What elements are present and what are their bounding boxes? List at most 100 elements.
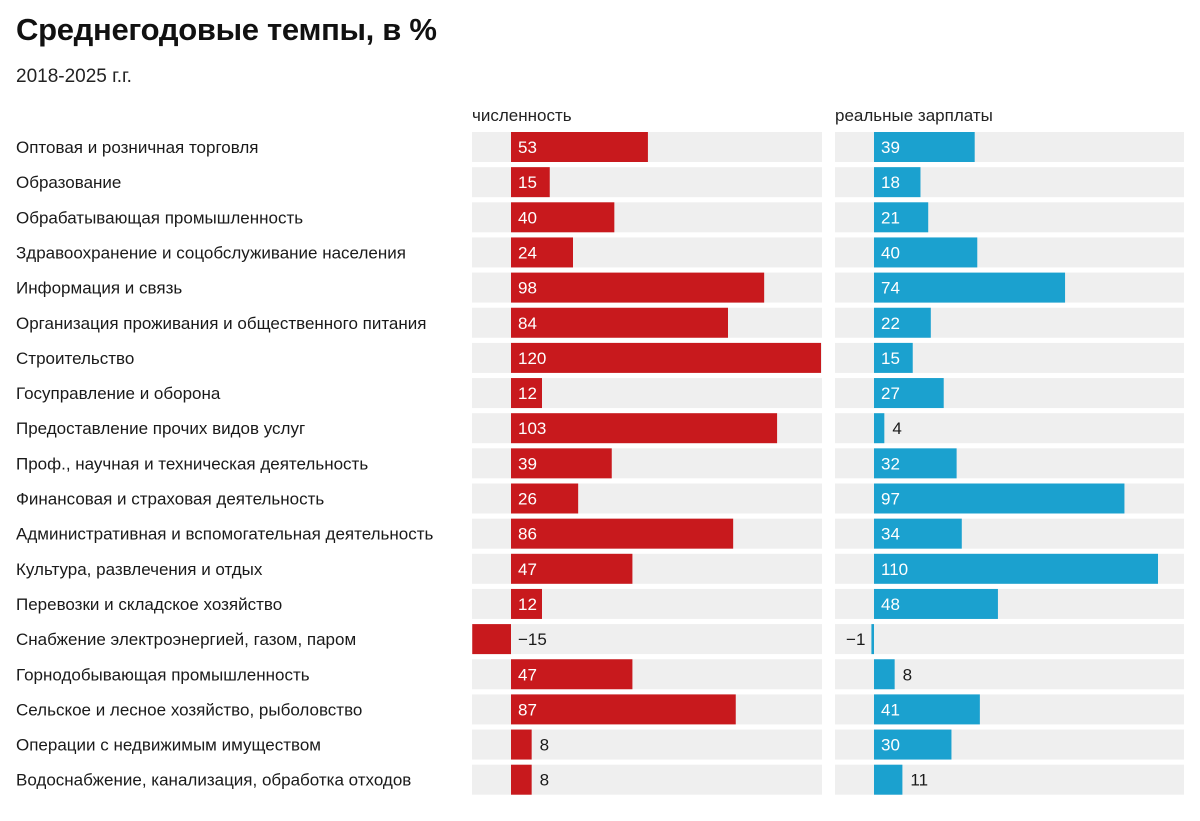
data-label: 39 [518, 454, 537, 473]
bar-headcount [511, 729, 532, 760]
category-label: Госуправление и оборона [16, 384, 221, 403]
category-label: Строительство [16, 349, 134, 368]
data-label: 103 [518, 419, 546, 438]
data-label: 84 [518, 314, 537, 333]
bar-headcount [511, 588, 542, 619]
bar-real-wages [874, 588, 998, 619]
bar-headcount [511, 132, 648, 162]
bar-real-wages [874, 167, 921, 198]
category-label: Образование [16, 173, 121, 192]
data-label: 12 [518, 595, 537, 614]
category-label: Оптовая и розничная торговля [16, 138, 259, 157]
bar-real-wages [871, 624, 874, 655]
bar-real-wages [874, 202, 929, 233]
data-label: 110 [881, 560, 908, 579]
data-label: −1 [846, 630, 865, 649]
data-label: 15 [518, 173, 537, 192]
bar-headcount [511, 237, 573, 268]
bar-headcount [472, 624, 511, 655]
bar-real-wages [874, 237, 978, 268]
category-label: Водоснабжение, канализация, обработка от… [16, 771, 411, 790]
bar-real-wages [874, 764, 903, 795]
data-label: 97 [881, 490, 900, 509]
bar-headcount [511, 448, 612, 479]
bar-real-wages [874, 378, 944, 409]
data-label: 24 [518, 243, 537, 262]
bar-real-wages [874, 729, 952, 760]
data-label: 30 [881, 736, 900, 755]
row-background [835, 624, 1184, 655]
data-label: 41 [881, 700, 900, 719]
category-label: Организация проживания и общественного п… [16, 314, 426, 333]
category-label: Операции с недвижимым имуществом [16, 736, 321, 755]
bar-headcount [511, 342, 821, 373]
bar-real-wages [874, 272, 1066, 303]
bar-headcount [511, 659, 633, 690]
data-label: 39 [881, 138, 900, 157]
category-label: Здравоохранение и соцобслуживание населе… [16, 243, 406, 262]
data-label: −15 [518, 630, 547, 649]
bar-headcount [511, 202, 615, 233]
category-label: Административная и вспомогательная деяте… [16, 525, 434, 544]
bar-headcount [511, 553, 633, 584]
data-label: 21 [881, 208, 900, 227]
category-label: Снабжение электроэнергией, газом, паром [16, 630, 356, 649]
data-label: 120 [518, 349, 546, 368]
category-label: Сельское и лесное хозяйство, рыболовство [16, 700, 362, 719]
bar-real-wages [874, 132, 975, 162]
bar-headcount [511, 272, 765, 303]
bar-headcount [511, 307, 728, 338]
data-label: 11 [910, 771, 928, 790]
data-label: 86 [518, 525, 537, 544]
category-label: Культура, развлечения и отдых [16, 560, 263, 579]
row-background [472, 624, 822, 655]
category-label: Предоставление прочих видов услуг [16, 419, 305, 438]
bar-real-wages [874, 659, 895, 690]
data-label: 12 [518, 384, 537, 403]
category-label: Проф., научная и техническая деятельност… [16, 454, 368, 473]
data-label: 22 [881, 314, 900, 333]
data-label: 8 [903, 665, 912, 684]
bar-real-wages [874, 518, 962, 549]
bar-headcount [511, 483, 579, 514]
series-header-real-wages: реальные зарплаты [835, 106, 993, 125]
bar-real-wages [874, 448, 957, 479]
bar-real-wages [874, 553, 1158, 584]
bar-headcount [511, 378, 542, 409]
data-label: 40 [518, 208, 537, 227]
data-label: 8 [540, 736, 549, 755]
bar-real-wages [874, 483, 1125, 514]
data-label: 8 [540, 771, 549, 790]
category-label: Обрабатывающая промышленность [16, 208, 303, 227]
category-label: Информация и связь [16, 279, 182, 298]
bar-headcount [511, 167, 550, 198]
data-label: 74 [881, 279, 900, 298]
data-label: 26 [518, 490, 537, 509]
chart-subtitle: 2018-2025 г.г. [16, 66, 132, 87]
data-label: 4 [892, 419, 901, 438]
data-label: 47 [518, 560, 537, 579]
category-label: Перевозки и складское хозяйство [16, 595, 282, 614]
data-label: 87 [518, 700, 537, 719]
bar-real-wages [874, 342, 913, 373]
data-label: 32 [881, 454, 900, 473]
data-label: 27 [881, 384, 900, 403]
bar-headcount [511, 518, 734, 549]
bar-real-wages [874, 413, 885, 444]
data-label: 40 [881, 243, 900, 262]
bar-real-wages [874, 694, 980, 725]
bar-headcount [511, 694, 736, 725]
data-label: 47 [518, 665, 537, 684]
bar-real-wages [874, 307, 931, 338]
series-header-headcount: численность [472, 106, 572, 125]
chart-title: Среднегодовые темпы, в % [16, 12, 437, 47]
data-label: 34 [881, 525, 900, 544]
data-label: 98 [518, 279, 537, 298]
data-label: 15 [881, 349, 900, 368]
bar-headcount [511, 764, 532, 795]
category-label: Горнодобывающая промышленность [16, 665, 310, 684]
bar-headcount [511, 413, 778, 444]
category-label: Финансовая и страховая деятельность [16, 490, 324, 509]
data-label: 48 [881, 595, 900, 614]
